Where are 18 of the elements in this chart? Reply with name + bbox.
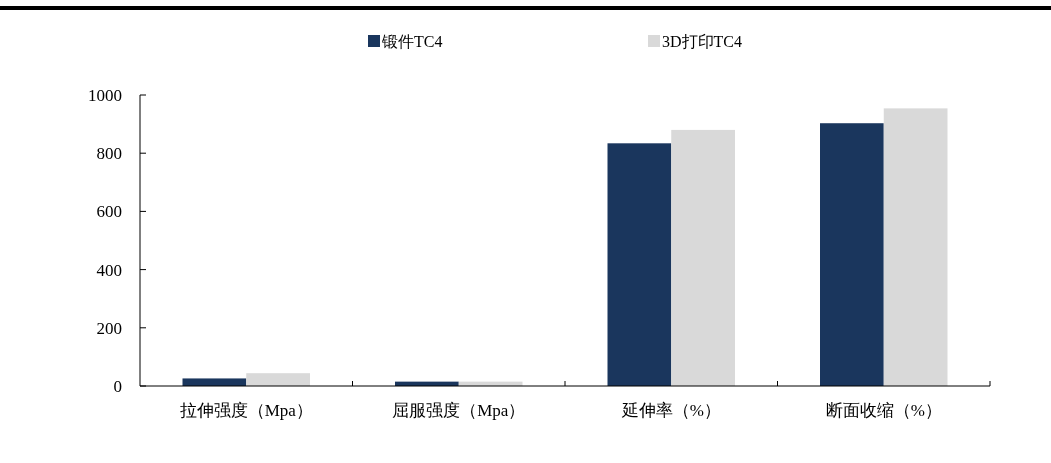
bar bbox=[607, 143, 672, 386]
legend-label: 锻件TC4 bbox=[381, 32, 443, 50]
x-tick-label: 延伸率（%） bbox=[620, 401, 721, 420]
x-tick-label: 拉伸强度（Mpa） bbox=[179, 401, 313, 420]
y-tick-label: 1000 bbox=[88, 85, 122, 105]
y-tick-label: 400 bbox=[96, 260, 122, 280]
y-tick-label: 800 bbox=[96, 144, 122, 164]
legend-label: 3D打印TC4 bbox=[662, 32, 742, 50]
y-tick-label: 600 bbox=[96, 202, 122, 222]
bar bbox=[883, 108, 948, 386]
bar bbox=[820, 123, 884, 386]
x-tick-label: 屈服强度（Mpa） bbox=[392, 401, 526, 420]
y-tick-label: 200 bbox=[96, 318, 122, 338]
x-tick-label: 断面收缩（%） bbox=[825, 401, 942, 420]
y-tick-label: 0 bbox=[113, 376, 122, 396]
bar bbox=[246, 373, 310, 386]
bar bbox=[671, 129, 735, 386]
bar bbox=[182, 378, 247, 386]
